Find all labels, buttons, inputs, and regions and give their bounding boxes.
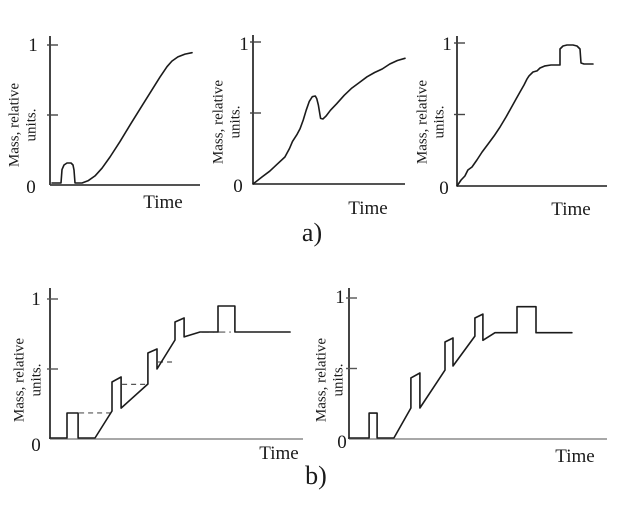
a1-y-axis-title-line1: Mass, relative bbox=[6, 82, 23, 168]
a3-y-axis-title: Mass, relative units. bbox=[415, 80, 448, 164]
caption-a: a) bbox=[301, 218, 323, 247]
a2-curve-mass bbox=[252, 57, 406, 185]
a2-ytick-label-0: 0 bbox=[233, 176, 243, 197]
b1-ytick-label-0: 0 bbox=[31, 435, 41, 456]
b1-ytick-label-1: 1 bbox=[31, 289, 41, 310]
b1-y-axis-title-line1: Mass, relative bbox=[11, 337, 28, 423]
b2-x-axis-title: Time bbox=[555, 446, 595, 467]
a1-y-axis-title: Mass, relative units. bbox=[7, 83, 40, 167]
a3-x-axis-title: Time bbox=[551, 199, 591, 220]
a2-y-axis-title-line1: Mass, relative bbox=[210, 79, 227, 165]
a2-ytick-label-1: 1 bbox=[239, 34, 249, 55]
a2-y-axis-title: Mass, relative units. bbox=[211, 80, 244, 164]
a1-curve-mass bbox=[51, 51, 193, 184]
a3-ytick-label-0: 0 bbox=[439, 178, 449, 199]
caption-b: b) bbox=[305, 461, 327, 490]
b1-y-axis-title-line2: units. bbox=[28, 363, 44, 397]
a3-curve-mass bbox=[456, 44, 594, 187]
a1-ytick-label-0: 0 bbox=[26, 177, 36, 198]
a1-ytick-label-1: 1 bbox=[28, 35, 38, 56]
a2-x-axis-title: Time bbox=[348, 198, 388, 219]
b1-x-axis-title: Time bbox=[259, 443, 299, 464]
b2-y-axis-title-line1: Mass, relative bbox=[313, 337, 330, 423]
b1-curve-mass bbox=[49, 305, 291, 439]
b2-curve-mass bbox=[348, 305, 573, 439]
b2-ytick-label-0: 0 bbox=[337, 432, 347, 453]
a1-x-axis-title: Time bbox=[143, 192, 183, 213]
a3-ytick-label-1: 1 bbox=[442, 34, 452, 55]
a3-y-axis-title-line1: Mass, relative bbox=[414, 79, 431, 165]
b1-y-axis-title: Mass, relative units. bbox=[12, 338, 45, 422]
b2-ytick-label-1: 1 bbox=[335, 287, 345, 308]
a3-y-axis-title-line2: units. bbox=[431, 105, 447, 139]
b2-y-axis-title: Mass, relative units. bbox=[314, 338, 347, 422]
a1-y-axis-title-line2: units. bbox=[23, 108, 39, 142]
b2-y-axis-title-line2: units. bbox=[330, 363, 346, 397]
a2-y-axis-title-line2: units. bbox=[227, 105, 243, 139]
